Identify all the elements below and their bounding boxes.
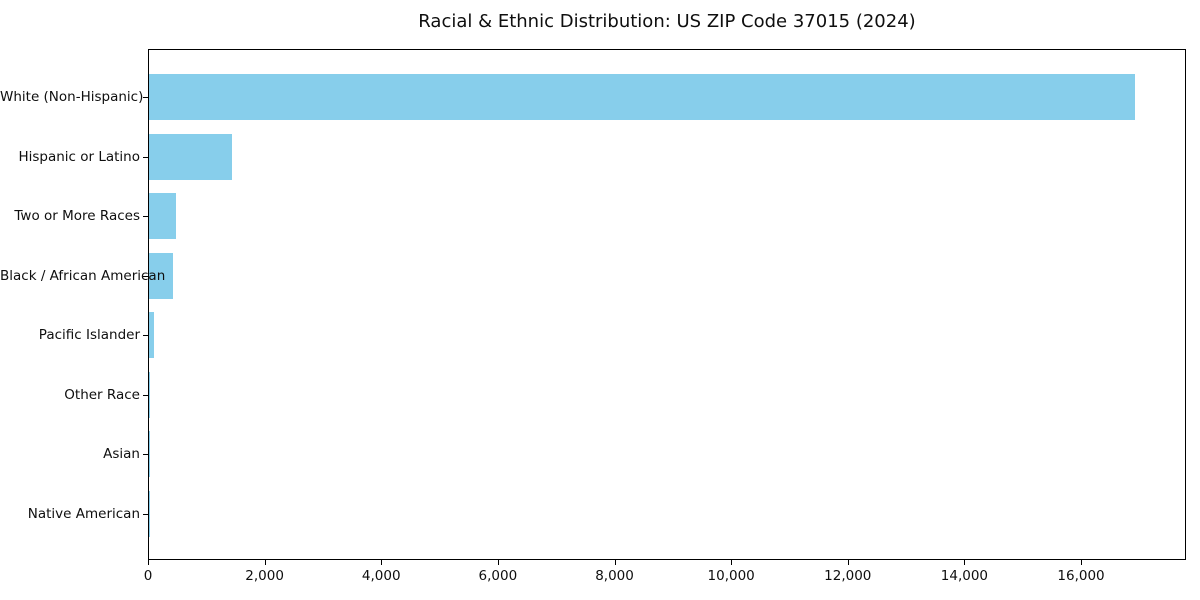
- y-tick-mark: [143, 97, 148, 98]
- x-tick-mark: [731, 560, 733, 565]
- y-tick-mark: [143, 335, 148, 336]
- y-axis-category-label: Pacific Islander: [38, 327, 140, 343]
- x-tick-mark: [614, 560, 616, 565]
- y-tick-mark: [143, 275, 148, 277]
- y-tick-mark: [143, 216, 148, 217]
- x-tick-mark: [497, 560, 499, 565]
- x-tick-mark: [381, 560, 383, 565]
- bar: [149, 371, 151, 418]
- y-axis-category-label: Asian: [103, 446, 140, 462]
- x-tick-label: 6,000: [478, 568, 518, 584]
- x-tick-mark: [964, 560, 966, 565]
- y-axis-category-label: Hispanic or Latino: [18, 148, 140, 165]
- y-axis-category-label: Native American: [27, 505, 140, 522]
- x-tick-label: 12,000: [824, 568, 872, 584]
- y-tick-mark: [143, 454, 148, 455]
- x-tick-label: 8,000: [595, 568, 634, 584]
- x-tick-label: 16,000: [1057, 568, 1105, 584]
- plot-area: [148, 49, 1186, 560]
- y-axis-category-label: Two or More Races: [14, 208, 140, 224]
- bar: [149, 74, 1135, 120]
- x-tick-label: 4,000: [361, 568, 401, 584]
- bar: [149, 312, 154, 358]
- y-tick-mark: [143, 156, 148, 158]
- bar: [149, 133, 232, 180]
- x-tick-mark: [1081, 560, 1083, 565]
- x-tick-label: 10,000: [707, 568, 755, 584]
- bar: [149, 193, 176, 239]
- chart-title: Racial & Ethnic Distribution: US ZIP Cod…: [418, 11, 916, 32]
- y-tick-mark: [143, 394, 148, 396]
- x-tick-mark: [264, 560, 266, 565]
- x-tick-label: 0: [143, 568, 153, 584]
- x-tick-mark: [847, 560, 849, 565]
- y-tick-mark: [143, 513, 148, 515]
- y-axis-category-label: White (Non-Hispanic): [0, 89, 144, 105]
- y-axis-category-label: Other Race: [64, 386, 140, 403]
- y-axis-category-label: Black / African American: [0, 267, 166, 284]
- x-tick-label: 14,000: [940, 568, 989, 584]
- x-tick-mark: [148, 560, 149, 565]
- x-tick-label: 2,000: [245, 568, 284, 584]
- bar: [149, 252, 174, 299]
